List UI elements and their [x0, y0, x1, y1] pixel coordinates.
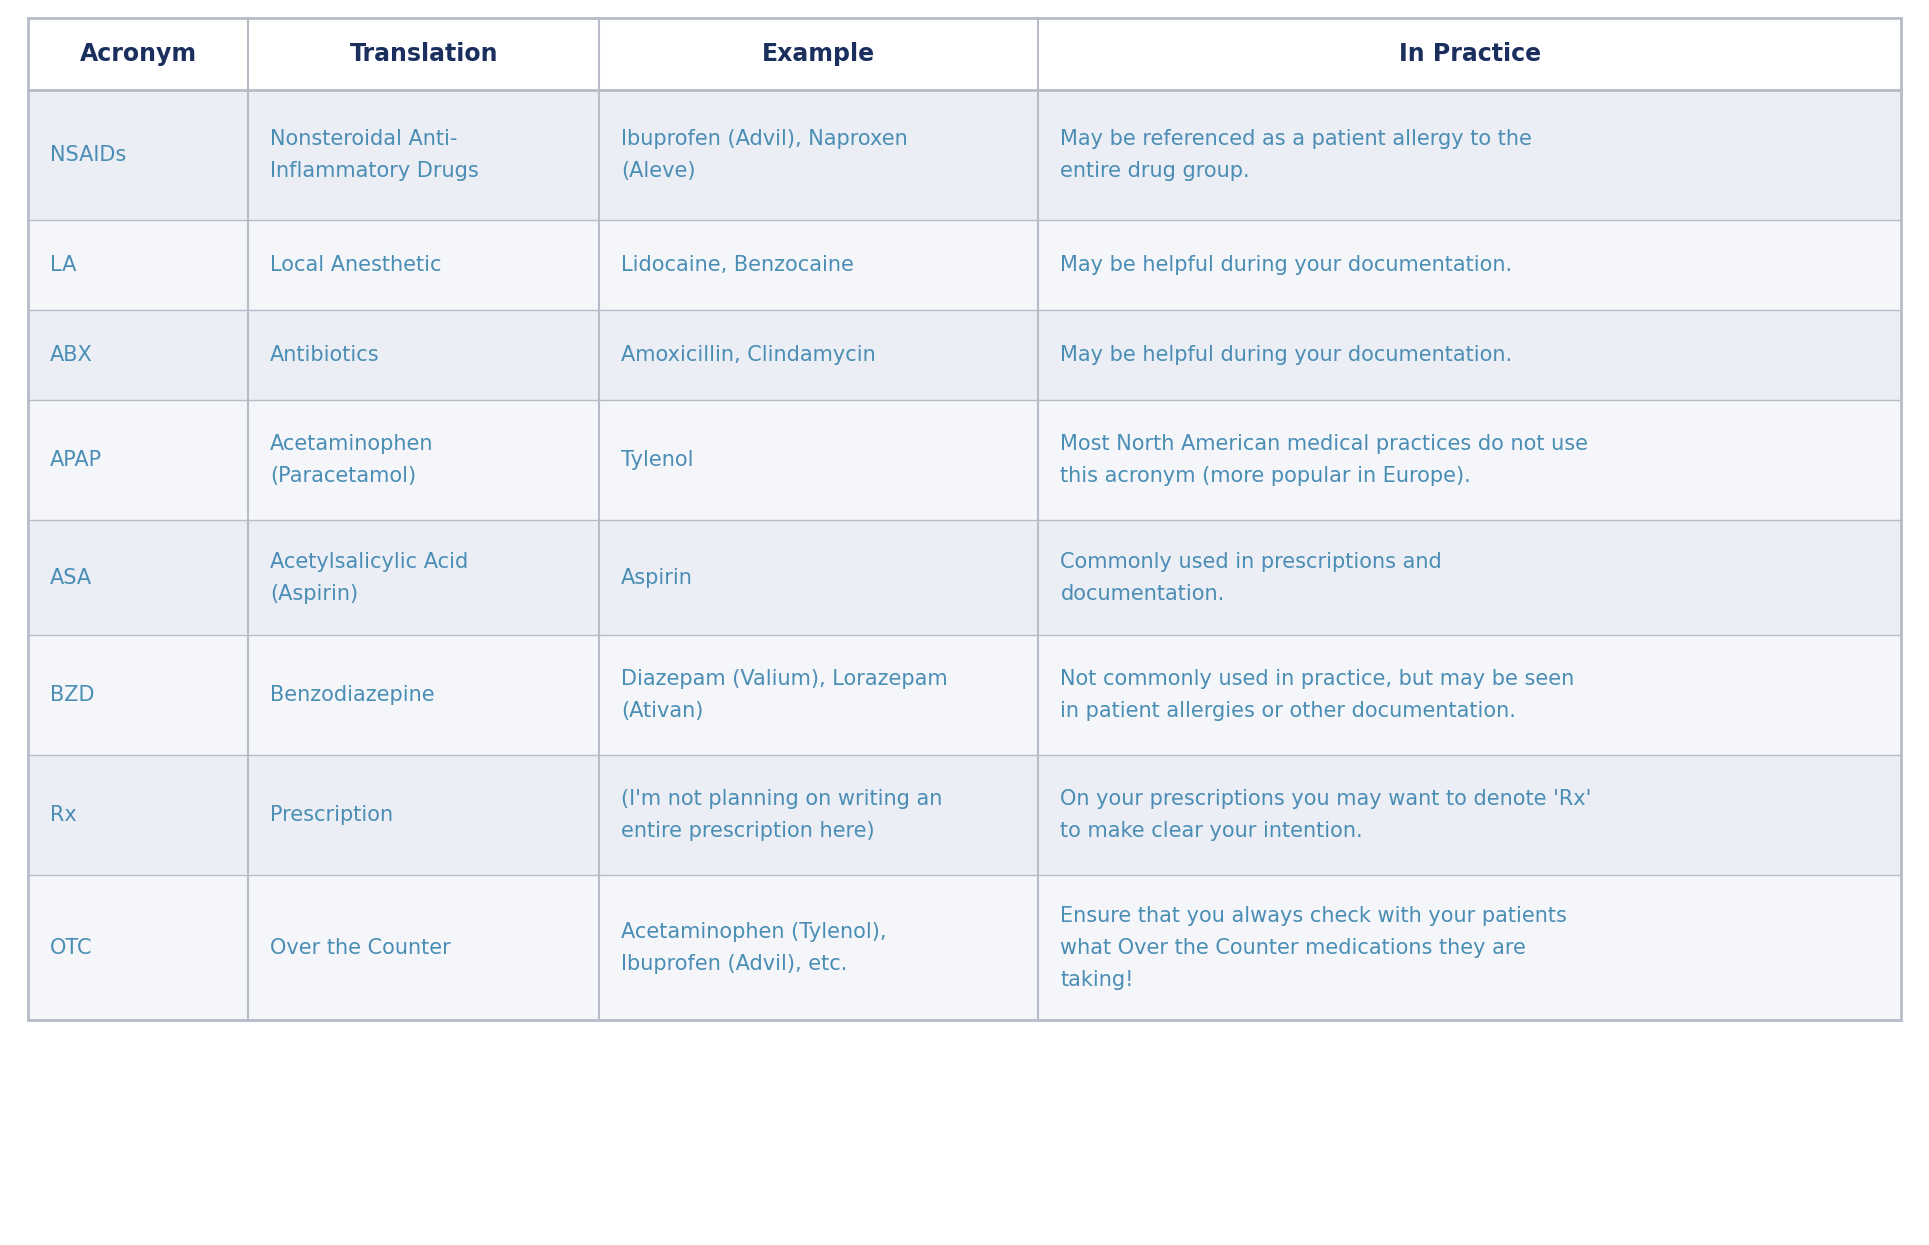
- Bar: [29, 17, 1900, 90]
- Text: Not commonly used in practice, but may be seen
in patient allergies or other doc: Not commonly used in practice, but may b…: [1061, 669, 1574, 721]
- Text: Acetaminophen
(Paracetamol): Acetaminophen (Paracetamol): [270, 435, 434, 486]
- Bar: [29, 90, 1900, 220]
- Text: NSAIDs: NSAIDs: [50, 144, 125, 166]
- Text: Acetylsalicylic Acid
(Aspirin): Acetylsalicylic Acid (Aspirin): [270, 552, 469, 604]
- Text: Most North American medical practices do not use
this acronym (more popular in E: Most North American medical practices do…: [1061, 435, 1588, 486]
- Text: Diazepam (Valium), Lorazepam
(Ativan): Diazepam (Valium), Lorazepam (Ativan): [621, 669, 947, 721]
- Text: (I'm not planning on writing an
entire prescription here): (I'm not planning on writing an entire p…: [621, 789, 943, 842]
- Text: On your prescriptions you may want to denote 'Rx'
to make clear your intention.: On your prescriptions you may want to de…: [1061, 789, 1591, 842]
- Text: Benzodiazepine: Benzodiazepine: [270, 685, 434, 705]
- Text: May be referenced as a patient allergy to the
entire drug group.: May be referenced as a patient allergy t…: [1061, 129, 1532, 181]
- Text: Translation: Translation: [349, 42, 498, 66]
- Text: Tylenol: Tylenol: [621, 449, 694, 471]
- Text: Amoxicillin, Clindamycin: Amoxicillin, Clindamycin: [621, 345, 876, 365]
- Text: Over the Counter: Over the Counter: [270, 937, 451, 957]
- Bar: [29, 220, 1900, 310]
- Text: Ibuprofen (Advil), Naproxen
(Aleve): Ibuprofen (Advil), Naproxen (Aleve): [621, 129, 909, 181]
- Bar: [29, 310, 1900, 400]
- Text: Ensure that you always check with your patients
what Over the Counter medication: Ensure that you always check with your p…: [1061, 905, 1568, 990]
- Text: OTC: OTC: [50, 937, 93, 957]
- Text: Acetaminophen (Tylenol),
Ibuprofen (Advil), etc.: Acetaminophen (Tylenol), Ibuprofen (Advi…: [621, 921, 887, 974]
- Text: Rx: Rx: [50, 806, 77, 825]
- Text: Commonly used in prescriptions and
documentation.: Commonly used in prescriptions and docum…: [1061, 552, 1443, 604]
- Text: Prescription: Prescription: [270, 806, 394, 825]
- Text: Aspirin: Aspirin: [621, 568, 693, 588]
- Text: Lidocaine, Benzocaine: Lidocaine, Benzocaine: [621, 255, 855, 275]
- Text: In Practice: In Practice: [1399, 42, 1541, 66]
- Text: APAP: APAP: [50, 449, 102, 471]
- Text: LA: LA: [50, 255, 77, 275]
- Text: May be helpful during your documentation.: May be helpful during your documentation…: [1061, 345, 1512, 365]
- Text: May be helpful during your documentation.: May be helpful during your documentation…: [1061, 255, 1512, 275]
- Text: Example: Example: [762, 42, 876, 66]
- Bar: [29, 400, 1900, 520]
- Bar: [29, 875, 1900, 1020]
- Text: ASA: ASA: [50, 568, 93, 588]
- Text: Acronym: Acronym: [79, 42, 197, 66]
- Bar: [29, 520, 1900, 635]
- Text: Local Anesthetic: Local Anesthetic: [270, 255, 442, 275]
- Bar: [29, 635, 1900, 754]
- Text: Nonsteroidal Anti-
Inflammatory Drugs: Nonsteroidal Anti- Inflammatory Drugs: [270, 129, 478, 181]
- Text: BZD: BZD: [50, 685, 95, 705]
- Text: Antibiotics: Antibiotics: [270, 345, 380, 365]
- Text: ABX: ABX: [50, 345, 93, 365]
- Bar: [29, 754, 1900, 875]
